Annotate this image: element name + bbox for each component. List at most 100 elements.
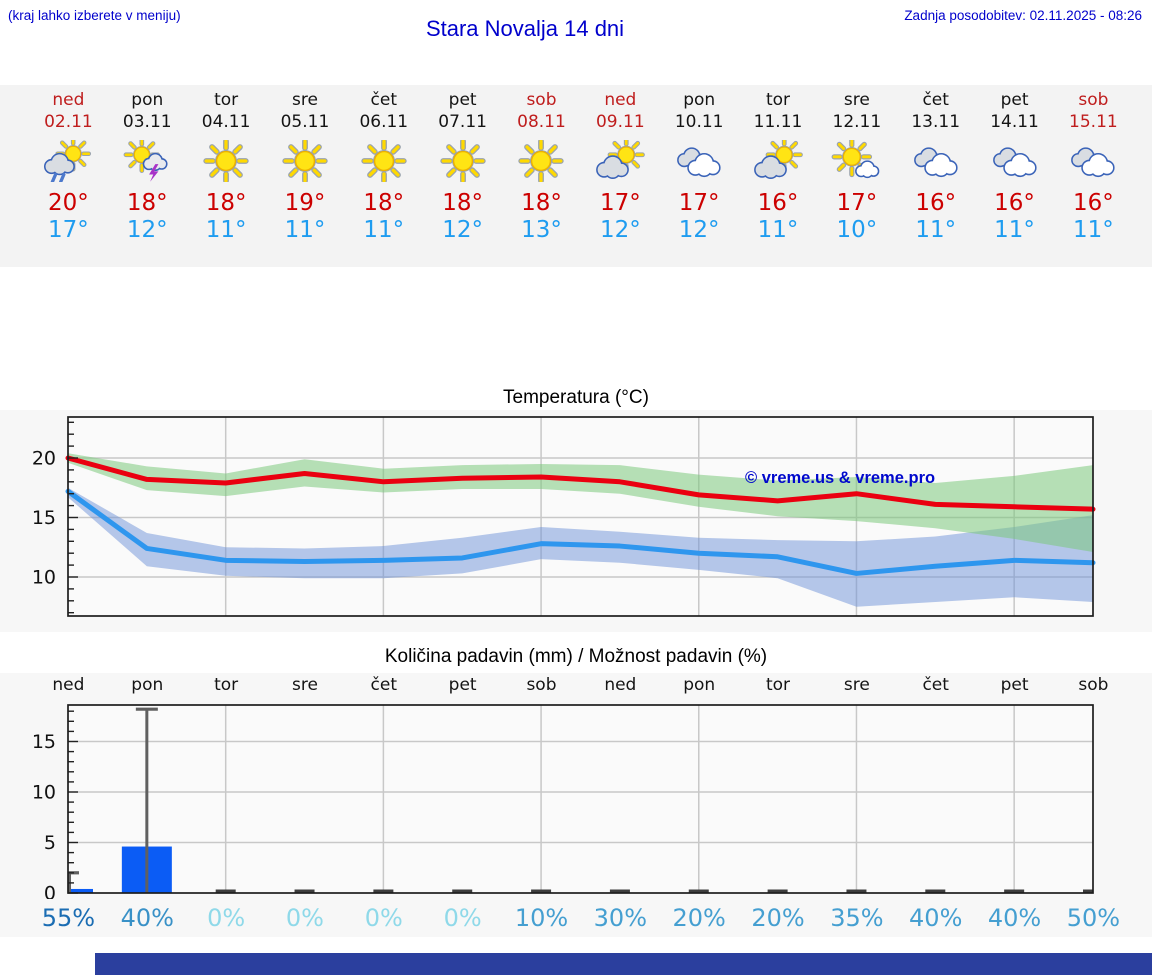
low-temp: 12° (678, 217, 720, 243)
high-temp: 19° (284, 190, 326, 216)
footer-bar (95, 953, 1152, 975)
day-name: pon (131, 90, 164, 110)
low-temp: 17° (48, 217, 89, 243)
precip-probability: 10% (514, 904, 569, 932)
low-temp: 10° (836, 217, 878, 243)
temp-ytick-label: 10 (32, 567, 56, 589)
day-date: 08.11 (517, 112, 566, 132)
low-temp: 11° (757, 217, 799, 243)
precipitation-chart: 0 5 10 15 (32, 704, 1094, 900)
day-column: sob 08.11 18° 13° (502, 85, 581, 267)
precip-probability: 55% (41, 904, 96, 932)
precip-day-label: čet (370, 675, 398, 695)
precip-probability: 0% (364, 904, 403, 932)
precip-day-label: sob (1078, 675, 1109, 695)
day-column: pon 03.11 18° 12° (108, 85, 187, 267)
day-name: tor (765, 90, 791, 110)
day-column: čet 06.11 18° 11° (344, 85, 423, 267)
precip-day-label: pon (131, 675, 164, 695)
day-date: 15.11 (1069, 112, 1118, 132)
weather-icon-slot (266, 134, 345, 188)
high-temp: 18° (442, 190, 484, 216)
temperature-chart-title: Temperatura (°C) (503, 387, 649, 408)
precip-probability: 0% (207, 904, 246, 932)
watermark: © vreme.us & vreme.pro (745, 469, 935, 487)
low-temp: 11° (284, 217, 326, 243)
day-name: pon (683, 90, 716, 110)
day-column: ned 09.11 17° 12° (581, 85, 660, 267)
low-temp: 11° (915, 217, 957, 243)
high-temp: 20° (48, 190, 89, 216)
day-name: pet (448, 90, 477, 110)
day-column: čet 13.11 16° 11° (896, 85, 975, 267)
high-temp: 18° (363, 190, 405, 216)
cloudy-icon (1071, 147, 1115, 178)
sun-shower-icon (44, 140, 92, 182)
day-name: čet (370, 90, 398, 110)
precip-day-labels: ned pon tor sre čet pet sob ned pon tor sre čet pet s… (0, 673, 1152, 699)
cloudy-icon (992, 147, 1037, 178)
day-date: 06.11 (359, 112, 409, 132)
day-column: ned 02.11 20° 17° (29, 85, 108, 267)
weather-icon-slot (817, 134, 896, 188)
sun-icon (518, 140, 565, 182)
day-date: 02.11 (44, 112, 93, 132)
forecast-strip: ned 02.11 20° 17° pon 03.11 18° 12° tor 04.11 18°… (0, 85, 1152, 267)
weather-icon-slot (344, 134, 423, 188)
page-title: Stara Novalja 14 dni (425, 16, 625, 41)
precip-day-label: pet (1000, 675, 1029, 695)
day-column: sob 15.11 16° 11° (1054, 85, 1133, 267)
precip-probability: 30% (593, 904, 647, 932)
precip-ytick-label: 0 (44, 883, 56, 900)
precip-day-label: ned (52, 675, 85, 695)
cloudy-icon (913, 147, 958, 178)
weather-icon-slot (896, 134, 975, 188)
precip-day-label: sre (843, 675, 870, 695)
weather-icon-slot (187, 134, 266, 188)
high-temp: 17° (678, 190, 720, 216)
precipitation-chart-title: Količina padavin (mm) / Možnost padavin … (384, 646, 768, 667)
precip-probability: 0% (285, 904, 324, 932)
precip-day-label: tor (765, 675, 791, 695)
high-temp: 16° (994, 190, 1035, 216)
precip-probability: 50% (1066, 904, 1121, 932)
precip-day-label: sre (291, 675, 318, 695)
day-name: sre (291, 90, 318, 110)
day-date: 13.11 (911, 112, 961, 132)
day-date: 05.11 (280, 112, 330, 132)
day-name: ned (604, 90, 637, 110)
day-date: 12.11 (832, 112, 882, 132)
high-temp: 18° (126, 190, 168, 216)
precip-probability: 0% (443, 904, 482, 932)
day-date: 04.11 (201, 112, 251, 132)
weather-icon-slot (1054, 134, 1133, 188)
high-temp: 16° (1073, 190, 1114, 216)
precip-day-label: čet (922, 675, 949, 695)
low-temp: 11° (994, 217, 1035, 243)
weather-icon-slot (423, 134, 502, 188)
low-temp: 11° (1073, 217, 1114, 243)
weather-icon-slot (29, 134, 108, 188)
weather-icon-slot (975, 134, 1054, 188)
high-temp: 18° (205, 190, 247, 216)
precip-day-label: pet (448, 675, 477, 695)
precip-ytick-label: 10 (32, 782, 56, 804)
high-temp: 18° (521, 190, 562, 216)
high-temp: 17° (836, 190, 878, 216)
day-column: sre 12.11 17° 10° (817, 85, 896, 267)
high-temp: 17° (599, 190, 641, 216)
precip-probability-row: 55% 40% 0% 0% 0% 0% 10% 30% 20% 20% 35% 40% 40% 50% (0, 901, 1152, 935)
last-update-label: Zadnja posodobitev: 02.11.2025 - 08:26 (904, 8, 1142, 23)
day-name: ned (52, 90, 85, 110)
high-temp: 16° (757, 190, 799, 216)
location-menu-hint: (kraj lahko izberete v meniju) (8, 8, 181, 23)
precip-probability: 40% (909, 904, 963, 932)
day-name: tor (214, 90, 239, 110)
temperature-chart: 10 15 20 © vreme.us & vreme.pro (32, 416, 1096, 617)
low-temp: 12° (442, 217, 484, 243)
weather-icon-slot (660, 134, 739, 188)
day-column: pet 07.11 18° 12° (423, 85, 502, 267)
precip-probability: 40% (120, 904, 174, 932)
precip-probability: 20% (672, 904, 726, 932)
